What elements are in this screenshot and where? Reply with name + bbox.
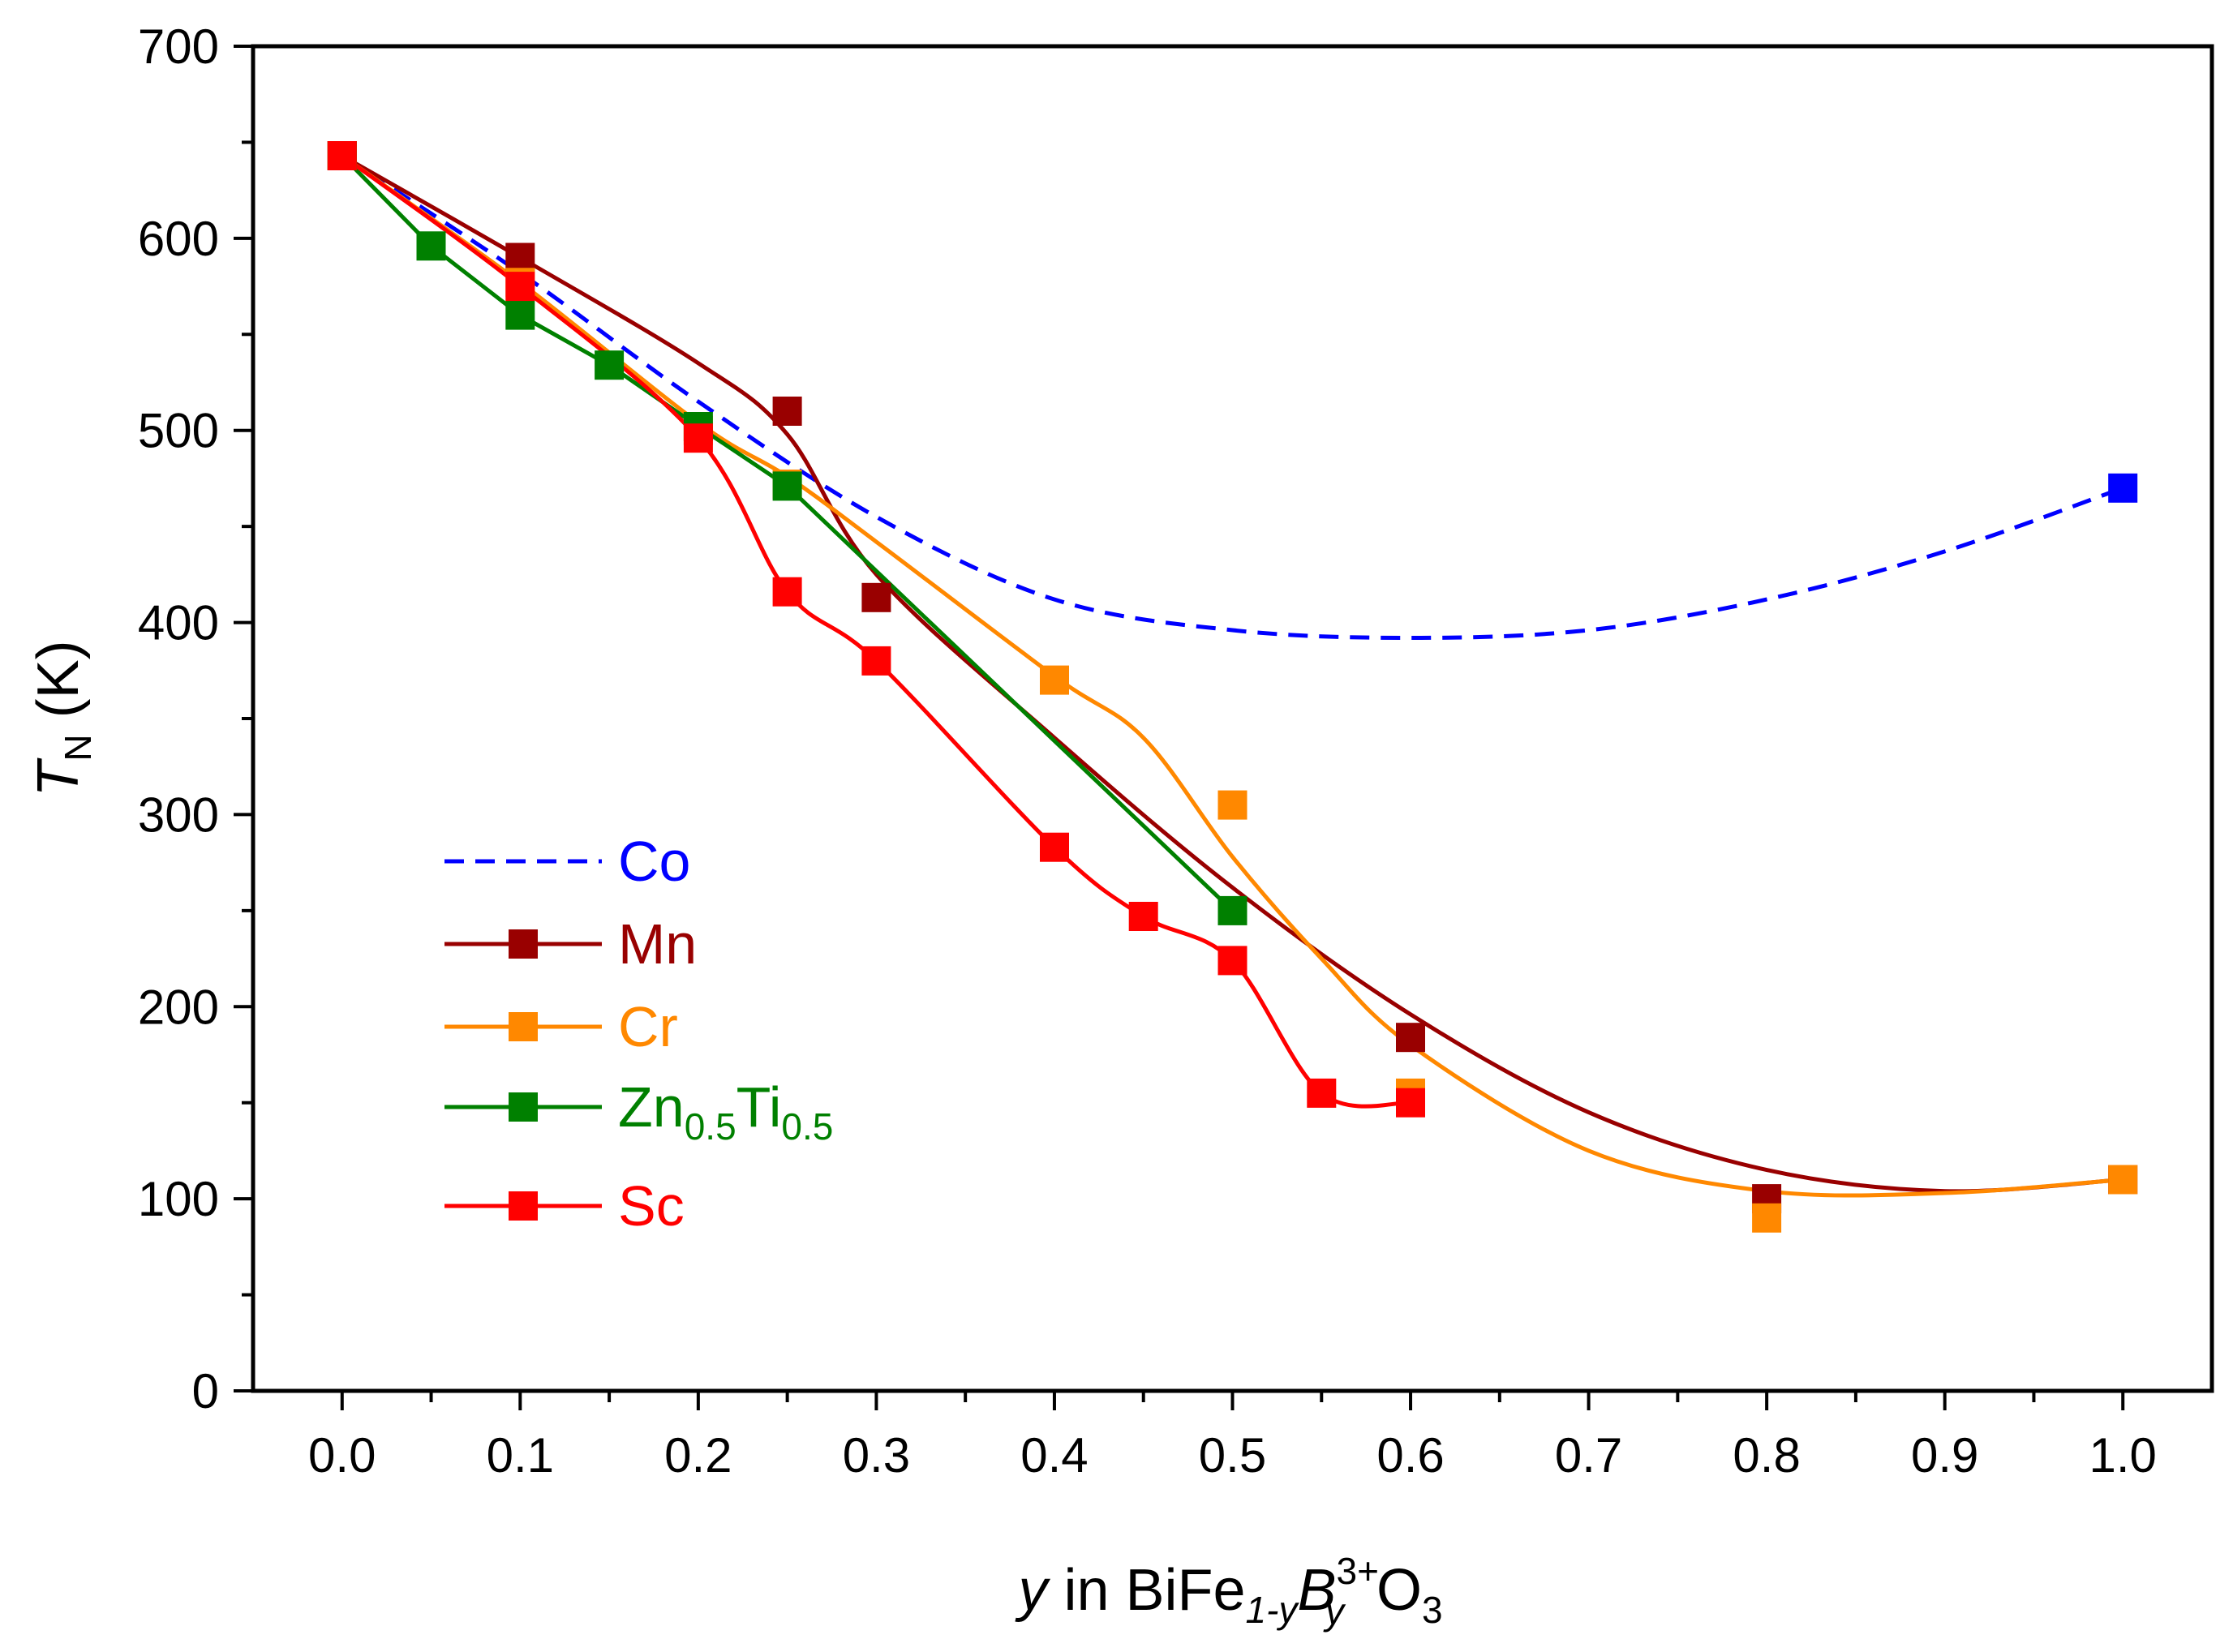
- point-cr-8: [2108, 1165, 2138, 1195]
- x-axis-var: y: [1014, 1558, 1050, 1623]
- tick-layer: 0.0 0.1 0.2 0.3 0.4 0.5 0.6 0.7 0.8 0.9 1.0 0 100 200…: [138, 19, 2157, 1483]
- legend-item-sc: Sc: [444, 1174, 685, 1238]
- x-tick-label-7: 0.7: [1555, 1428, 1622, 1483]
- point-sc-5: [1040, 832, 1069, 862]
- point-sc-1: [505, 272, 535, 302]
- x-tick-label-9: 0.9: [1911, 1428, 1978, 1483]
- x-axis-text: in BiFe: [1047, 1558, 1245, 1623]
- marker-layer: [327, 141, 2138, 1233]
- point-cr-4: [1040, 665, 1069, 695]
- legend-label-sc: Sc: [618, 1174, 685, 1238]
- x-axis-tail-sub: 3: [1422, 1589, 1443, 1631]
- x-tick-label-2: 0.2: [664, 1428, 732, 1483]
- series-line-sc: [341, 153, 1411, 1109]
- point-zn-2: [505, 300, 535, 330]
- y-tick-label-5: 500: [138, 404, 219, 458]
- point-zn-3: [595, 350, 625, 380]
- legend-label-mn: Mn: [618, 912, 697, 976]
- point-sc-6: [1128, 902, 1158, 931]
- point-zn-1: [416, 231, 446, 261]
- x-tick-label-4: 0.4: [1020, 1428, 1088, 1483]
- y-tick-label-7: 700: [138, 19, 219, 74]
- series-layer: [341, 153, 2124, 1198]
- point-mn-3: [861, 582, 891, 612]
- point-sc-2: [683, 423, 713, 453]
- legend-item-cr: Cr: [444, 995, 678, 1058]
- series-line-mn: [341, 153, 2123, 1194]
- x-tick-label-3: 0.3: [843, 1428, 910, 1483]
- point-zn-5: [772, 471, 802, 501]
- legend: Co Mn Cr Zn0.5Ti0.5 Sc: [444, 830, 833, 1238]
- x-axis-b-letter: B: [1297, 1558, 1336, 1623]
- point-mn-4: [1396, 1023, 1425, 1053]
- y-tick-label-3: 300: [138, 787, 219, 842]
- legend-label-znti: Zn0.5Ti0.5: [618, 1075, 833, 1148]
- point-zn-6: [1217, 895, 1247, 925]
- series-line-cr: [341, 153, 2123, 1198]
- y-tick-label-4: 400: [138, 596, 219, 650]
- legend-marker-sc: [509, 1191, 538, 1221]
- legend-item-mn: Mn: [444, 912, 697, 976]
- x-tick-label-10: 1.0: [2089, 1428, 2157, 1483]
- x-axis-sub1: 1-y: [1246, 1589, 1300, 1631]
- y-tick-label-0: 0: [192, 1364, 219, 1418]
- legend-label-co: Co: [618, 830, 690, 893]
- y-tick-label-6: 600: [138, 212, 219, 266]
- y-axis-unit: (K): [26, 640, 91, 734]
- y-axis-var: T: [26, 757, 91, 797]
- y-tick-label-1: 100: [138, 1172, 219, 1226]
- point-sc-0: [327, 141, 357, 170]
- legend-label-ti: Ti: [736, 1075, 782, 1139]
- x-axis-title: y in BiFe1-yB3+ y O3: [1014, 1550, 1442, 1633]
- legend-item-znti: Zn0.5Ti0.5: [444, 1075, 833, 1148]
- x-tick-label-0: 0.0: [308, 1428, 376, 1483]
- point-mn-1: [505, 242, 535, 272]
- x-axis-tail: O: [1376, 1558, 1422, 1623]
- legend-label-ti-sub: 0.5: [781, 1105, 833, 1148]
- x-tick-label-5: 0.5: [1199, 1428, 1266, 1483]
- series-line-zn: [341, 154, 1235, 912]
- legend-marker-cr: [509, 1012, 538, 1041]
- y-tick-label-2: 200: [138, 980, 219, 1034]
- point-cr-5: [1217, 790, 1247, 820]
- legend-item-co: Co: [444, 830, 690, 893]
- legend-marker-mn: [509, 929, 538, 959]
- legend-label-zn: Zn: [618, 1075, 685, 1139]
- point-cr-7: [1752, 1203, 1782, 1233]
- point-co-0: [2108, 473, 2138, 503]
- point-mn-2: [772, 397, 802, 426]
- point-sc-9: [1396, 1088, 1425, 1118]
- y-axis-title: TN (K): [26, 640, 99, 796]
- point-sc-3: [772, 577, 802, 607]
- x-tick-label-8: 0.8: [1733, 1428, 1800, 1483]
- x-axis-b-sub: y: [1323, 1590, 1346, 1633]
- legend-marker-znti: [509, 1092, 538, 1122]
- point-sc-4: [861, 646, 891, 676]
- point-sc-8: [1307, 1078, 1337, 1108]
- series-line-co: [341, 153, 2124, 641]
- y-axis-sub: N: [57, 734, 99, 761]
- legend-label-zn-sub: 0.5: [685, 1105, 736, 1148]
- legend-label-cr: Cr: [618, 995, 678, 1058]
- point-sc-7: [1217, 946, 1247, 976]
- x-tick-label-1: 0.1: [487, 1428, 554, 1483]
- x-tick-label-6: 0.6: [1376, 1428, 1444, 1483]
- x-axis-b-sup: 3+: [1336, 1550, 1378, 1592]
